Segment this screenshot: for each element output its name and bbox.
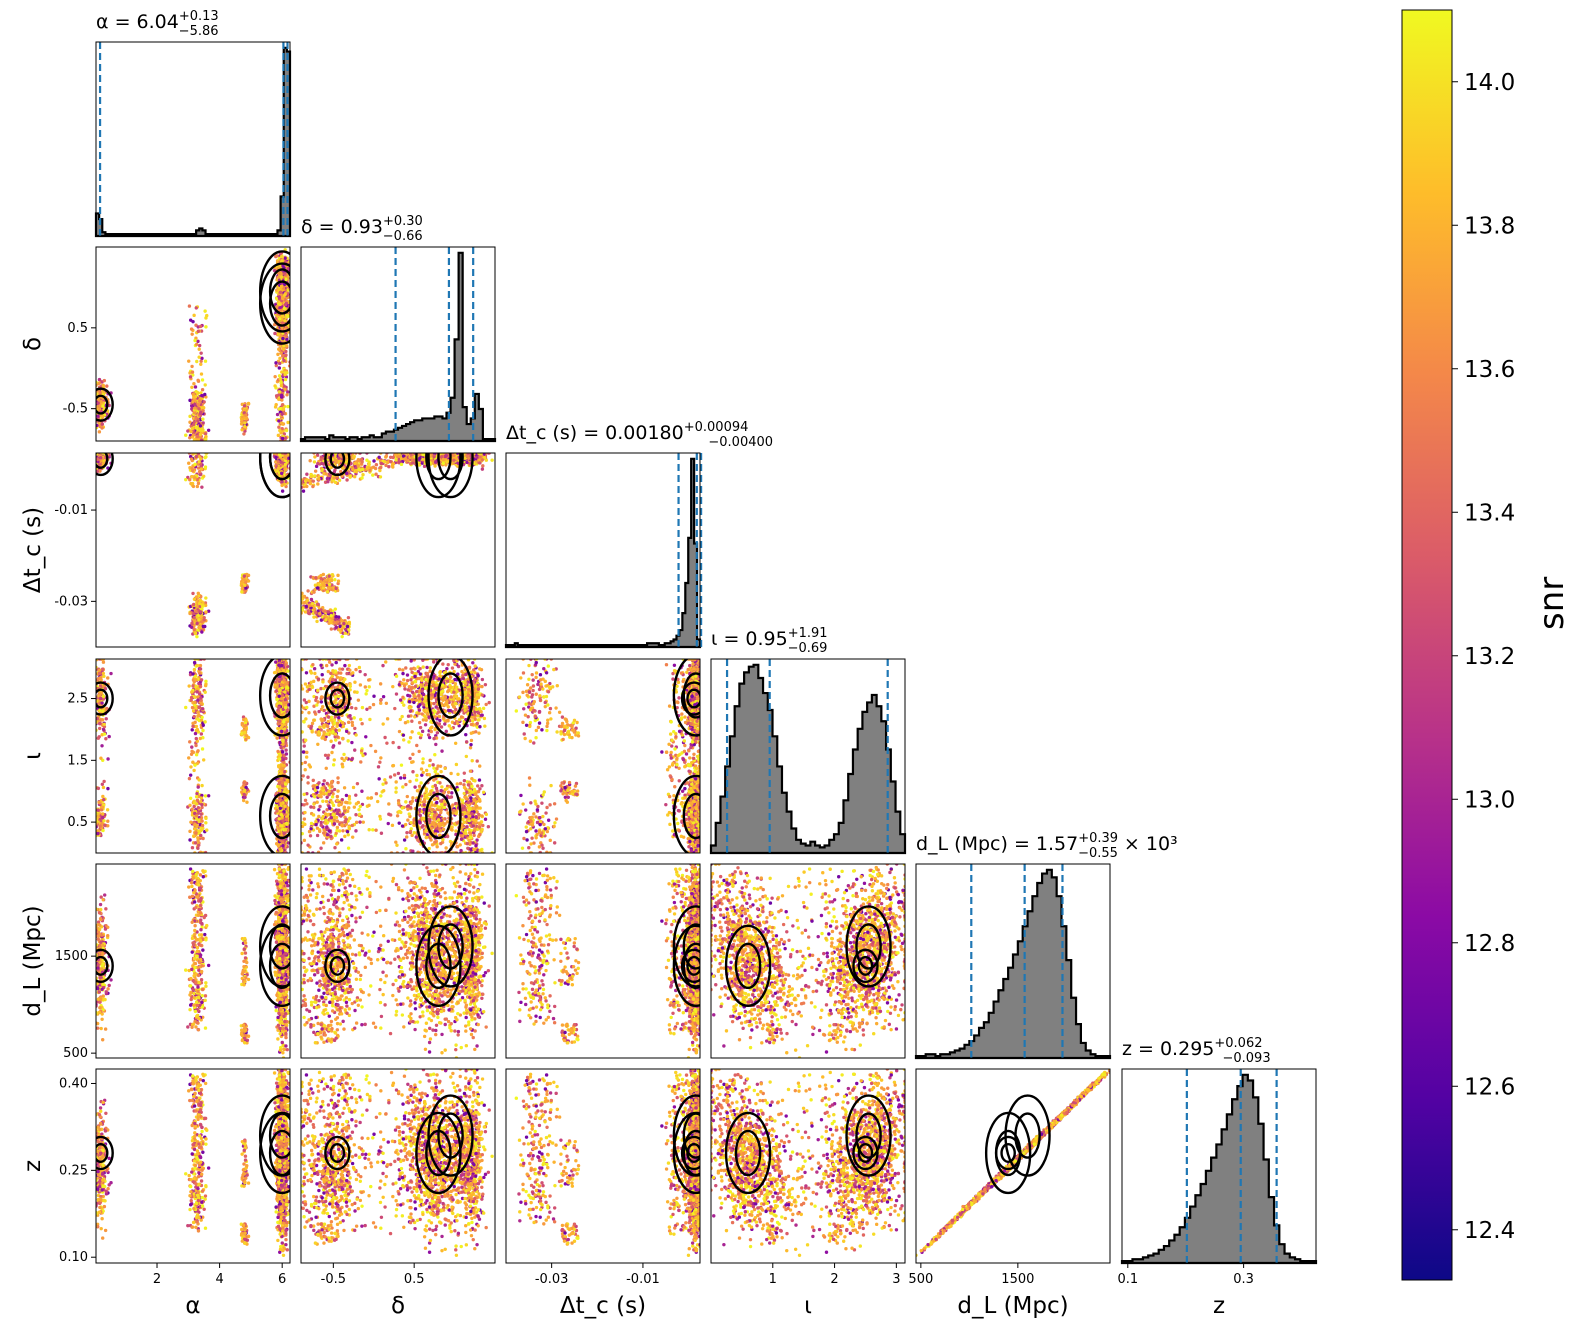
x-axis-label: δ [391,1293,405,1319]
x-tick-label: 500 [908,1272,933,1287]
hist-panel-dtc [506,453,701,647]
x-tick-label: 1500 [1001,1272,1034,1287]
colorbar-gradient [1402,10,1452,1280]
scatter-panel-delta-dtc [299,417,495,647]
y-tick-label: -0.5 [63,402,88,417]
x-axis-label: Δt_c (s) [560,1293,646,1319]
scatter-panel-dtc-dL [506,862,718,1059]
histogram-delta [301,253,495,441]
scatter-panel-alpha-iota: 2.5 1.5 0.5 ι [20,655,304,855]
panel-title-iota: ι = 0.95+1.91 −0.69 [711,626,828,656]
y-tick-label: 0.5 [67,321,88,336]
x-tick-label: 4 [215,1272,223,1287]
x-tick-label: 0.5 [404,1272,425,1287]
scatter-points [94,451,291,638]
hist-panel-alpha [96,42,290,236]
scatter-panel-alpha-dtc: -0.01 -0.03 Δt_c (s) [20,417,304,647]
x-tick-label: 2 [830,1272,838,1287]
scatter-panel-delta-z: -0.5 0.5 δ [299,1067,495,1319]
panel-frame [96,42,290,236]
colorbar-tick-label: 12.8 [1464,931,1515,957]
y-tick-label: -0.03 [54,594,88,609]
histogram-z [1122,1075,1316,1263]
y-axis-label: ι [20,752,46,760]
panel-title-delta: δ = 0.93+0.30 −0.66 [301,214,423,244]
y-tick-label: -0.01 [54,503,88,518]
scatter-panel-dtc-iota [506,655,718,855]
colorbar-tick-label: 13.8 [1464,213,1515,239]
y-tick-label: 1.5 [67,753,88,768]
y-axis-label: δ [20,337,46,351]
scatter-points [914,1067,1111,1257]
scatter-panel-iota-dL [709,862,906,1059]
colorbar-tick-label: 12.6 [1464,1074,1515,1100]
hist-panel-delta [301,247,495,441]
hist-panel-iota [711,659,905,853]
scatter-panel-alpha-dL: 1500 500 d_L (Mpc) [20,862,304,1061]
scatter-panel-dL-z: 500 1500 d_L (Mpc) [908,1067,1111,1319]
colorbar-label: snr [1532,577,1572,630]
histogram-dtc [506,459,700,647]
panel-frame [506,453,700,647]
scatter-points [299,862,493,1059]
panel-title-dL: d_L (Mpc) = 1.57+0.39 −0.55 × 10³ [916,831,1178,861]
histogram-iota [711,665,905,853]
x-axis-label: d_L (Mpc) [957,1293,1068,1319]
panel-title-z: z = 0.295+0.062 −0.093 [1122,1036,1271,1066]
x-tick-label: -0.5 [321,1272,346,1287]
scatter-panel-delta-dL [299,862,495,1059]
y-axis-label: z [20,1160,46,1172]
histogram-dL [916,870,1110,1058]
histogram-alpha [96,48,290,236]
x-tick-label: 3 [892,1272,900,1287]
y-tick-label: 0.10 [59,1250,88,1265]
colorbar: 12.4 12.6 12.8 13.0 13.2 13.4 13.6 13.8 14.0 [1402,10,1515,1280]
y-tick-label: 500 [63,1046,88,1061]
scatter-points [94,1067,291,1257]
colorbar-tick-label: 12.4 [1464,1218,1515,1244]
scatter-panel-delta-iota [299,655,495,855]
x-axis-label: α [185,1293,200,1319]
x-tick-label: -0.01 [626,1272,660,1287]
colorbar-tick-label: 13.2 [1464,644,1515,670]
hist-panel-z: 0.1 0.3 z [1117,1069,1316,1319]
scatter-points [94,657,291,854]
x-tick-label: -0.03 [535,1272,569,1287]
y-tick-label: 2.5 [67,692,88,707]
x-tick-label: 0.3 [1233,1272,1254,1287]
colorbar-tick-label: 13.6 [1464,357,1515,383]
y-tick-label: 1500 [55,949,88,964]
x-tick-label: 0.1 [1117,1272,1138,1287]
x-axis-label: ι [804,1293,812,1319]
scatter-panel-dtc-z: -0.03 -0.01 Δt_c (s) [506,1067,718,1319]
hist-panel-dL [916,864,1110,1058]
panel-title-dtc: Δt_c (s) = 0.00180+0.00094 −0.00400 [506,420,773,450]
colorbar-tick-label: 13.4 [1464,500,1515,526]
colorbar-tick-label: 13.0 [1464,787,1515,813]
panel-title-alpha: α = 6.04+0.13 −5.86 [96,9,219,39]
scatter-panel-alpha-delta: 0.5 -0.5 δ [20,247,304,443]
scatter-points [709,1067,906,1257]
x-axis-label: z [1213,1293,1225,1319]
y-axis-label: Δt_c (s) [20,507,46,593]
x-tick-label: 1 [769,1272,777,1287]
x-tick-label: 6 [278,1272,286,1287]
y-tick-label: 0.25 [59,1163,88,1178]
x-tick-label: 2 [153,1272,161,1287]
colorbar-tick-label: 14.0 [1464,70,1515,96]
scatter-panel-alpha-z: 2 4 6 α 0.40 0.25 0.10 z [20,1067,304,1319]
y-tick-label: 0.40 [59,1076,88,1091]
y-axis-label: d_L (Mpc) [20,905,46,1016]
scatter-points [299,451,493,638]
y-tick-label: 0.5 [67,815,88,830]
scatter-panel-iota-z: 1 2 3 ι [709,1067,906,1319]
